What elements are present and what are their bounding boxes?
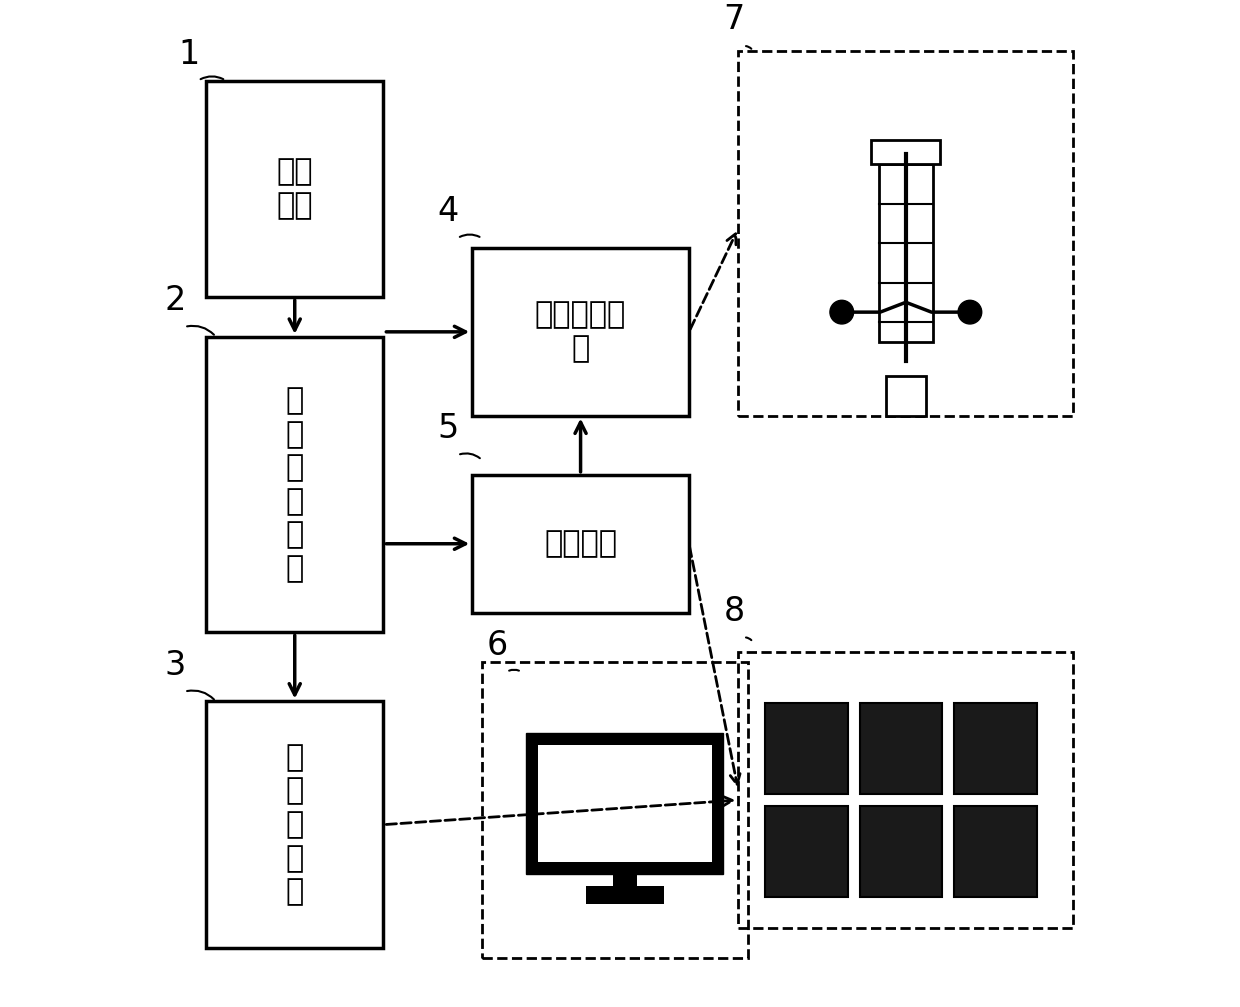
FancyBboxPatch shape [206,81,383,297]
Text: 蓄电模块: 蓄电模块 [544,530,618,558]
Bar [954,806,1037,896]
Circle shape [959,300,982,324]
Bar [879,164,932,341]
Text: 2: 2 [165,284,186,317]
Bar [765,704,848,795]
Circle shape [830,300,853,324]
Text: 8: 8 [723,594,744,627]
Bar [887,377,925,416]
Text: 1: 1 [179,37,200,70]
Bar [526,733,723,874]
Bar [859,704,942,795]
FancyBboxPatch shape [206,702,383,948]
Bar [613,869,637,889]
Bar [859,806,942,896]
Text: 5: 5 [438,412,459,445]
Text: 感知
模块: 感知 模块 [277,158,312,221]
FancyBboxPatch shape [472,248,689,416]
Text: 6: 6 [487,629,508,662]
FancyBboxPatch shape [738,653,1074,928]
FancyBboxPatch shape [472,474,689,612]
Text: 数
据
处
理
模
块: 数 据 处 理 模 块 [285,386,304,583]
Bar [872,140,940,164]
Text: 管理喷灌模
块: 管理喷灌模 块 [534,300,626,364]
FancyBboxPatch shape [738,51,1074,416]
Bar [954,704,1037,795]
Bar [538,745,712,862]
Text: 总
控
制
模
块: 总 控 制 模 块 [285,743,304,906]
Bar [585,886,665,903]
Bar [765,806,848,896]
Text: 3: 3 [165,649,186,682]
Text: 4: 4 [438,195,459,229]
Text: 7: 7 [723,3,745,36]
FancyBboxPatch shape [206,336,383,632]
